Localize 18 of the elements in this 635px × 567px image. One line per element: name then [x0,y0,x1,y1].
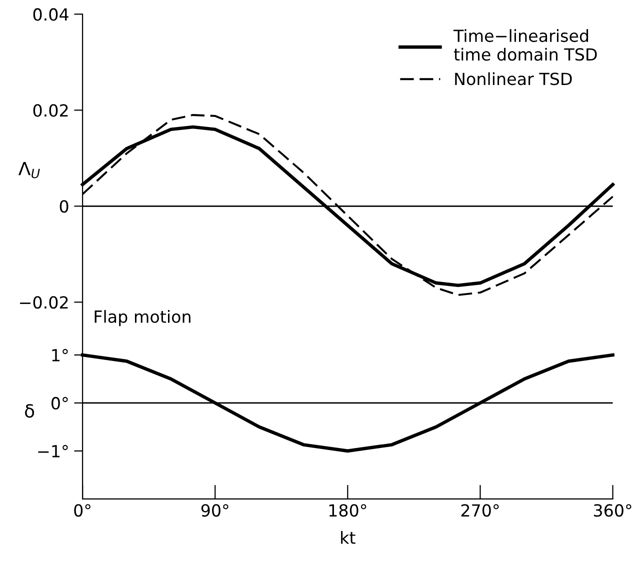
x-tick-label: 90° [201,504,228,517]
x-tick-label: 270° [461,504,499,517]
y-tick-label: 0.02 [33,104,68,117]
chart-title: Flap motion [94,310,190,326]
y-tick-label: 0.04 [33,8,68,21]
x-tick-label: 180° [329,504,366,517]
legend-label: Time−linearised time domain TSD [453,29,597,61]
legend-label: Nonlinear TSD [455,72,572,86]
y-axis-title: Λ$_{U}$ [18,162,40,178]
y-tick-label: −1° [38,444,68,458]
y-tick-label: −0.02 [20,296,68,309]
x-axis-title: kt [341,531,356,544]
y-tick-label: 0 [60,200,68,213]
x-tick-label: 0° [74,504,90,517]
y-axis-title: δ [25,404,34,418]
x-tick-label: 360° [594,504,632,517]
y-tick-label: 1° [52,348,68,362]
y-tick-label: 0° [52,396,68,410]
